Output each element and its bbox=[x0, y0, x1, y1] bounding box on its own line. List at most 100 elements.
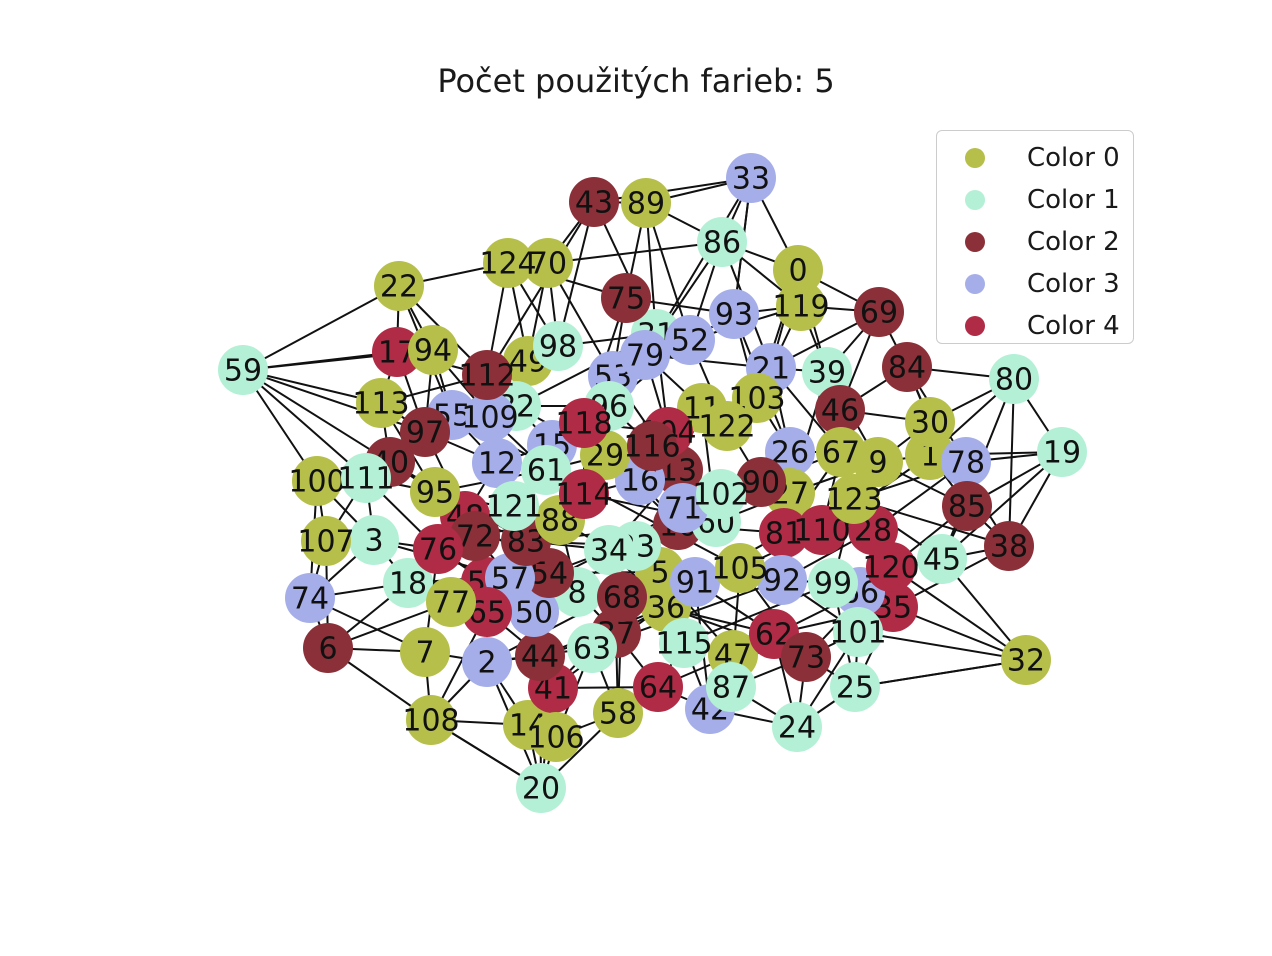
node-20: 20 bbox=[516, 763, 566, 813]
node-label: 38 bbox=[990, 530, 1028, 565]
node-circle bbox=[559, 398, 609, 448]
node-label: 91 bbox=[676, 566, 714, 601]
node-label: 106 bbox=[527, 721, 584, 756]
node-label: 90 bbox=[742, 466, 780, 501]
node-108: 108 bbox=[402, 695, 460, 745]
node-73: 73 bbox=[781, 632, 831, 682]
node-label: 43 bbox=[575, 186, 613, 221]
node-circle bbox=[781, 632, 831, 682]
node-label: 59 bbox=[224, 354, 262, 389]
node-label: 81 bbox=[765, 517, 803, 552]
legend-item: Color 2 bbox=[937, 221, 1133, 263]
node-label: 123 bbox=[825, 483, 882, 518]
node-circle bbox=[408, 325, 458, 375]
node-label: 61 bbox=[527, 454, 565, 489]
node-45: 45 bbox=[917, 534, 967, 584]
node-6: 6 bbox=[303, 623, 353, 673]
node-circle bbox=[917, 534, 967, 584]
node-label: 3 bbox=[364, 524, 383, 559]
node-63: 63 bbox=[567, 623, 617, 673]
node-circle bbox=[989, 354, 1039, 404]
node-label: 87 bbox=[712, 671, 750, 706]
node-circle bbox=[709, 289, 759, 339]
node-label: 95 bbox=[416, 476, 454, 511]
node-label: 6 bbox=[318, 632, 337, 667]
legend-marker-icon bbox=[965, 190, 985, 210]
node-109: 109 bbox=[461, 392, 519, 442]
node-circle bbox=[905, 397, 955, 447]
node-circle bbox=[301, 516, 351, 566]
node-17: 17 bbox=[372, 327, 422, 377]
node-label: 76 bbox=[419, 533, 457, 568]
node-label: 99 bbox=[814, 567, 852, 602]
node-circle bbox=[410, 467, 460, 517]
edge-101-32 bbox=[857, 631, 1027, 661]
node-3: 3 bbox=[349, 515, 399, 565]
node-92: 92 bbox=[757, 555, 807, 605]
node-circle bbox=[218, 345, 268, 395]
node-label: 1 bbox=[920, 439, 939, 474]
node-18: 18 bbox=[383, 558, 433, 608]
node-2: 2 bbox=[462, 637, 512, 687]
node-34: 34 bbox=[584, 525, 634, 575]
node-label: 12 bbox=[478, 447, 516, 482]
node-label: 22 bbox=[380, 270, 418, 305]
node-circle bbox=[808, 558, 858, 608]
node-33: 33 bbox=[726, 153, 776, 203]
node-label: 122 bbox=[698, 410, 755, 445]
node-circle bbox=[413, 524, 463, 574]
node-52: 52 bbox=[665, 315, 715, 365]
node-circle bbox=[569, 177, 619, 227]
node-label: 50 bbox=[515, 596, 553, 631]
node-label: 80 bbox=[995, 363, 1033, 398]
node-circle bbox=[406, 695, 456, 745]
node-circle bbox=[426, 577, 476, 627]
node-label: 93 bbox=[715, 298, 753, 333]
node-circle bbox=[374, 261, 424, 311]
node-label: 97 bbox=[406, 416, 444, 451]
node-circle bbox=[659, 618, 709, 668]
node-label: 64 bbox=[639, 671, 677, 706]
node-label: 46 bbox=[821, 394, 859, 429]
node-label: 107 bbox=[297, 525, 354, 560]
node-circle bbox=[816, 427, 866, 477]
node-circle bbox=[462, 350, 512, 400]
node-label: 30 bbox=[911, 406, 949, 441]
node-label: 45 bbox=[923, 543, 961, 578]
node-label: 79 bbox=[626, 339, 664, 374]
node-101: 101 bbox=[829, 607, 887, 657]
node-120: 120 bbox=[862, 542, 920, 592]
legend-item: Color 4 bbox=[937, 305, 1133, 347]
node-label: 102 bbox=[692, 478, 749, 513]
node-label: 7 bbox=[415, 636, 434, 671]
node-label: 100 bbox=[288, 465, 345, 500]
node-70: 70 bbox=[523, 238, 573, 288]
node-106: 106 bbox=[527, 712, 585, 762]
edge-33-43 bbox=[593, 177, 752, 203]
node-circle bbox=[516, 763, 566, 813]
node-circle bbox=[984, 521, 1034, 571]
node-label: 8 bbox=[567, 576, 586, 611]
node-89: 89 bbox=[621, 178, 671, 228]
node-74: 74 bbox=[285, 573, 335, 623]
node-label: 70 bbox=[529, 247, 567, 282]
node-39: 39 bbox=[802, 347, 852, 397]
node-circle bbox=[776, 281, 826, 331]
node-7: 7 bbox=[400, 627, 450, 677]
legend-label: Color 2 bbox=[1027, 227, 1120, 257]
node-118: 118 bbox=[555, 398, 613, 448]
node-label: 121 bbox=[485, 490, 542, 525]
node-123: 123 bbox=[825, 474, 883, 524]
node-circle bbox=[802, 347, 852, 397]
node-circle bbox=[400, 627, 450, 677]
node-circle bbox=[633, 662, 683, 712]
node-label: 86 bbox=[703, 226, 741, 261]
node-label: 24 bbox=[778, 711, 816, 746]
node-label: 92 bbox=[763, 564, 801, 599]
node-label: 69 bbox=[860, 296, 898, 331]
node-circle bbox=[736, 457, 786, 507]
node-97: 97 bbox=[400, 407, 450, 457]
node-circle bbox=[866, 542, 916, 592]
node-67: 67 bbox=[816, 427, 866, 477]
